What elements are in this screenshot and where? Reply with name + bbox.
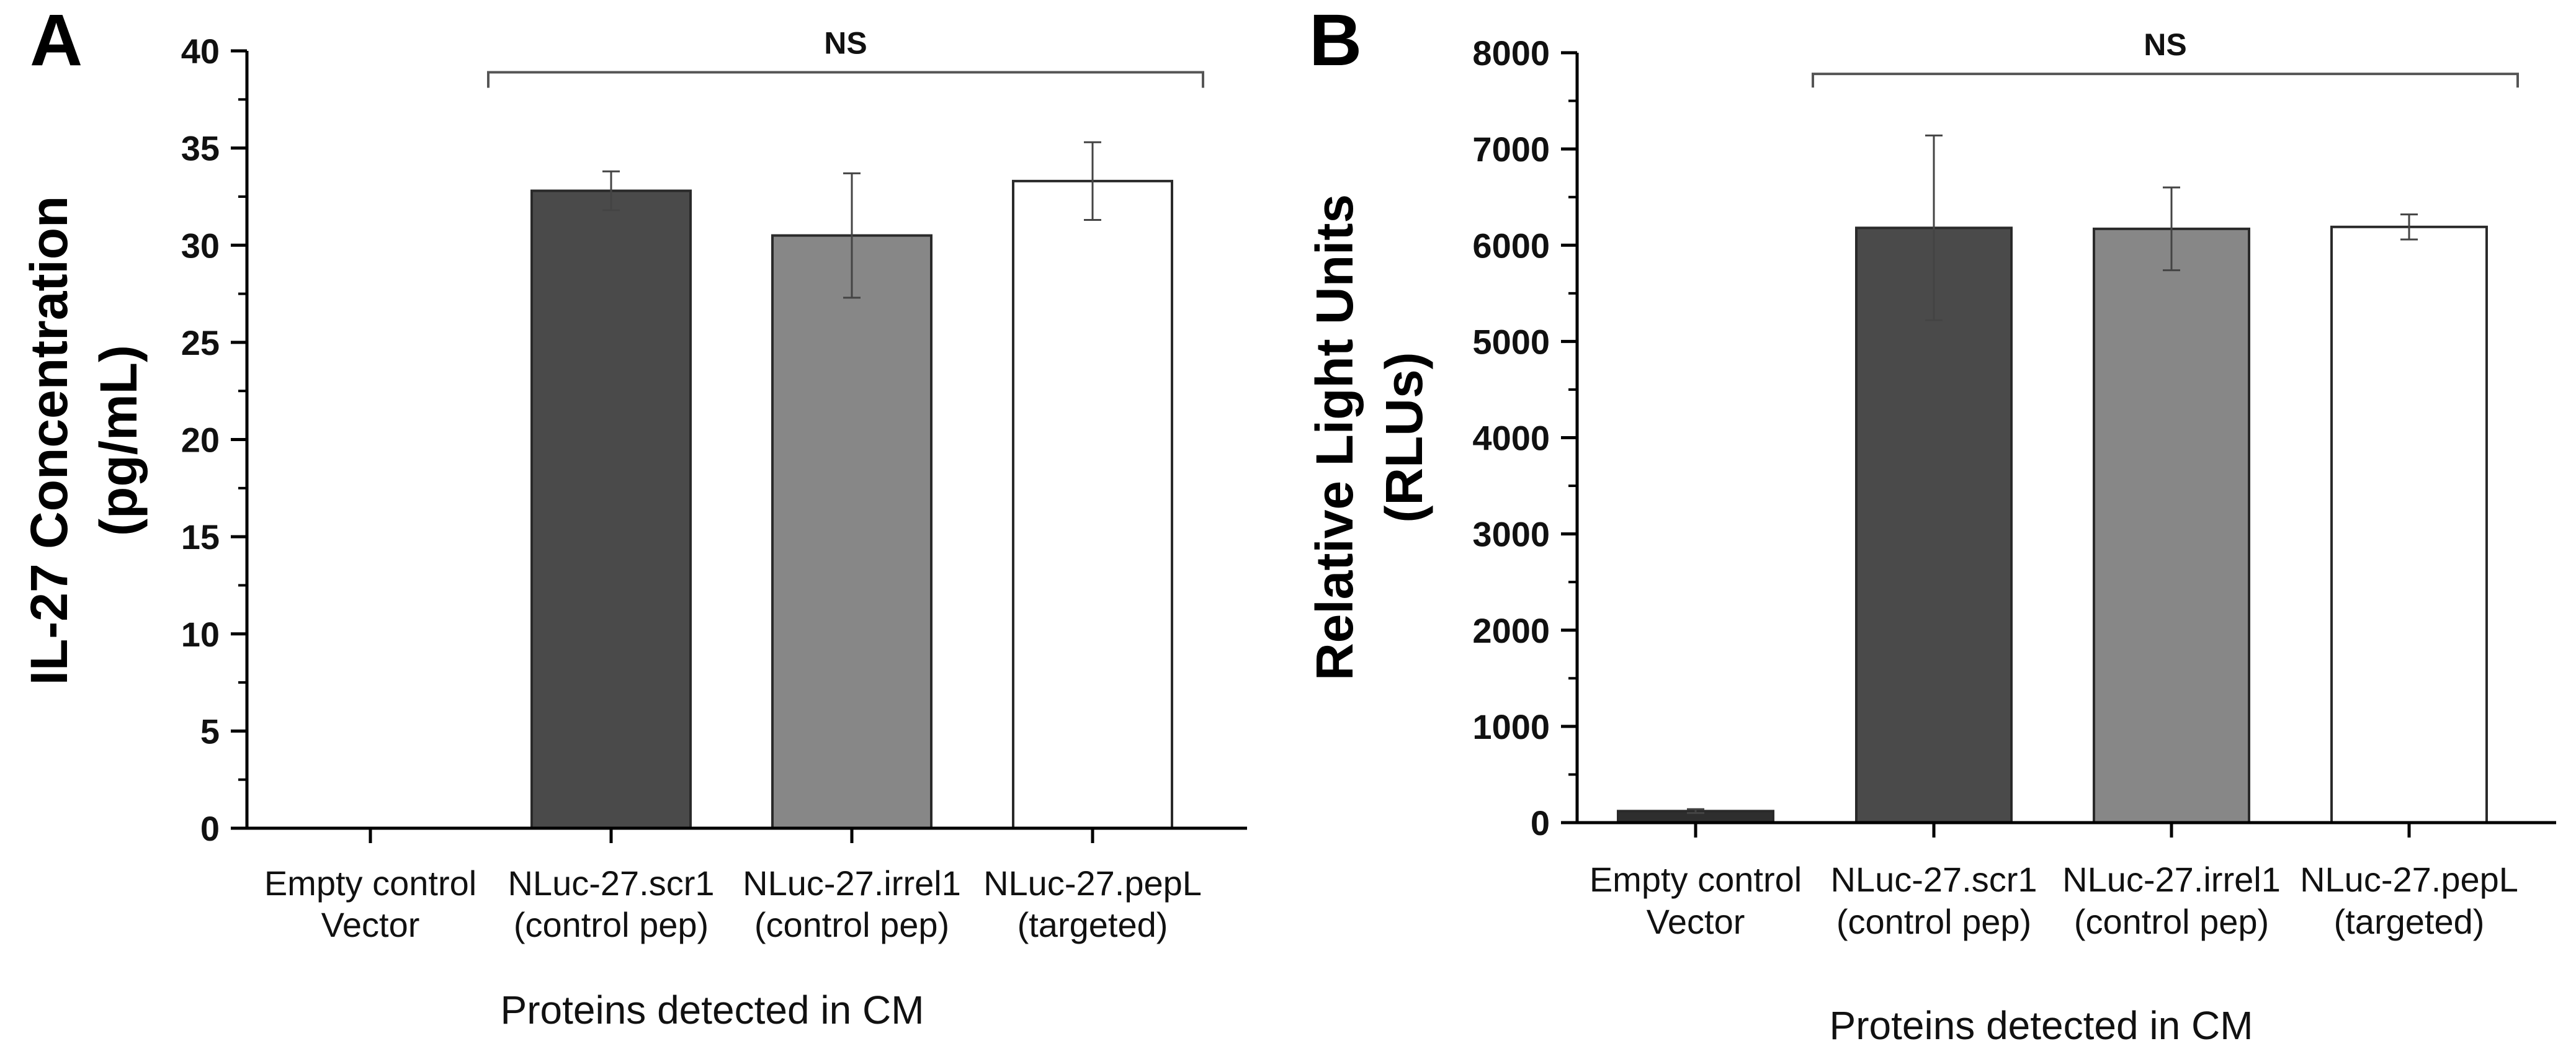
y-tick-label-b-7: 7000 [1472,130,1550,169]
x-category-label-b-3-line1: NLuc-27.pepL [2300,860,2518,899]
y-ticks-a: 0 5 10 15 20 25 30 35 40 [181,32,247,848]
x-category-label-a-2-line1: NLuc-27.irrel1 [743,864,961,903]
y-tick-label-b-1: 1000 [1472,707,1550,746]
x-category-label-b-3-line2: (targeted) [2334,902,2485,941]
bar-a-2 [771,234,932,829]
panel-label-b: B [1309,0,1362,81]
y-axis-title-line2-a: (pg/mL) [89,345,148,536]
significance-label-a: NS [824,25,867,60]
significance-bracket-a [487,71,1204,88]
y-ticks-b: 0 1000 2000 3000 4000 5000 6000 7000 8000 [1472,34,1577,842]
chart-a: A IL-27 Concentration (pg/mL) 0 5 10 15 20 25… [20,0,1247,1032]
y-tick-label-b-4: 4000 [1472,419,1550,458]
x-category-label-a-2-line2: (control pep) [754,905,949,944]
x-category-label-a-1-line2: (control pep) [514,905,709,944]
bars-b [1617,134,2488,824]
y-axis-title-line1-b: Relative Light Units [1305,194,1364,681]
y-tick-label-a-7: 35 [181,129,220,168]
bar-b-1 [1855,226,2013,824]
y-tick-label-b-0: 0 [1531,803,1550,842]
x-category-label-a-3-line1: NLuc-27.pepL [983,864,1202,903]
y-tick-label-a-1: 5 [200,712,220,751]
y-axis-title-line2-b: (RLUs) [1375,352,1433,522]
y-tick-label-a-3: 15 [181,517,220,556]
y-tick-label-a-2: 10 [181,615,220,654]
y-tick-label-a-0: 0 [200,809,220,848]
significance-bracket-b [1812,73,2519,88]
x-axis-title-a: Proteins detected in CM [501,988,924,1032]
bar-a-3 [1012,179,1173,830]
y-tick-label-a-4: 20 [181,421,220,460]
significance-b: NS [1812,27,2519,88]
x-category-label-b-1-line2: (control pep) [1836,902,2031,941]
y-tick-label-a-8: 40 [181,32,220,71]
significance-label-b: NS [2144,27,2186,62]
x-category-label-b-2-line2: (control pep) [2074,902,2269,941]
x-axis-title-b: Proteins detected in CM [1830,1003,2253,1048]
panel-label-a: A [30,0,83,81]
x-category-label-b-0-line2: Vector [1647,902,1745,941]
y-tick-label-a-5: 25 [181,323,220,362]
bar-a-1 [530,189,692,829]
bars-a [530,141,1173,830]
x-categories-b: Empty controlVectorNLuc-27.scr1(control … [1590,823,2518,941]
y-tick-label-b-5: 5000 [1472,322,1550,361]
y-tick-label-b-3: 3000 [1472,515,1550,554]
chart-b: B Relative Light Units (RLUs) 0 1000 2000 3… [1305,0,2556,1048]
x-category-label-a-0-line2: Vector [321,905,420,944]
x-categories-a: Empty controlVectorNLuc-27.scr1(control … [264,828,1202,944]
bar-b-3 [2330,225,2488,824]
x-category-label-b-2-line1: NLuc-27.irrel1 [2062,860,2281,899]
x-category-label-a-3-line2: (targeted) [1017,905,1168,944]
y-tick-label-b-6: 6000 [1472,226,1550,265]
x-category-label-b-0-line1: Empty control [1590,860,1802,899]
y-tick-label-b-8: 8000 [1472,34,1550,73]
x-category-label-a-0-line1: Empty control [264,864,476,903]
x-category-label-b-1-line1: NLuc-27.scr1 [1830,860,2037,899]
y-tick-label-a-6: 30 [181,226,220,265]
x-category-label-a-1-line1: NLuc-27.scr1 [508,864,714,903]
significance-a: NS [487,25,1204,88]
bar-b-2 [2093,227,2250,824]
y-tick-label-b-2: 2000 [1472,611,1550,650]
y-axis-title-line1-a: IL-27 Concentration [20,196,78,686]
